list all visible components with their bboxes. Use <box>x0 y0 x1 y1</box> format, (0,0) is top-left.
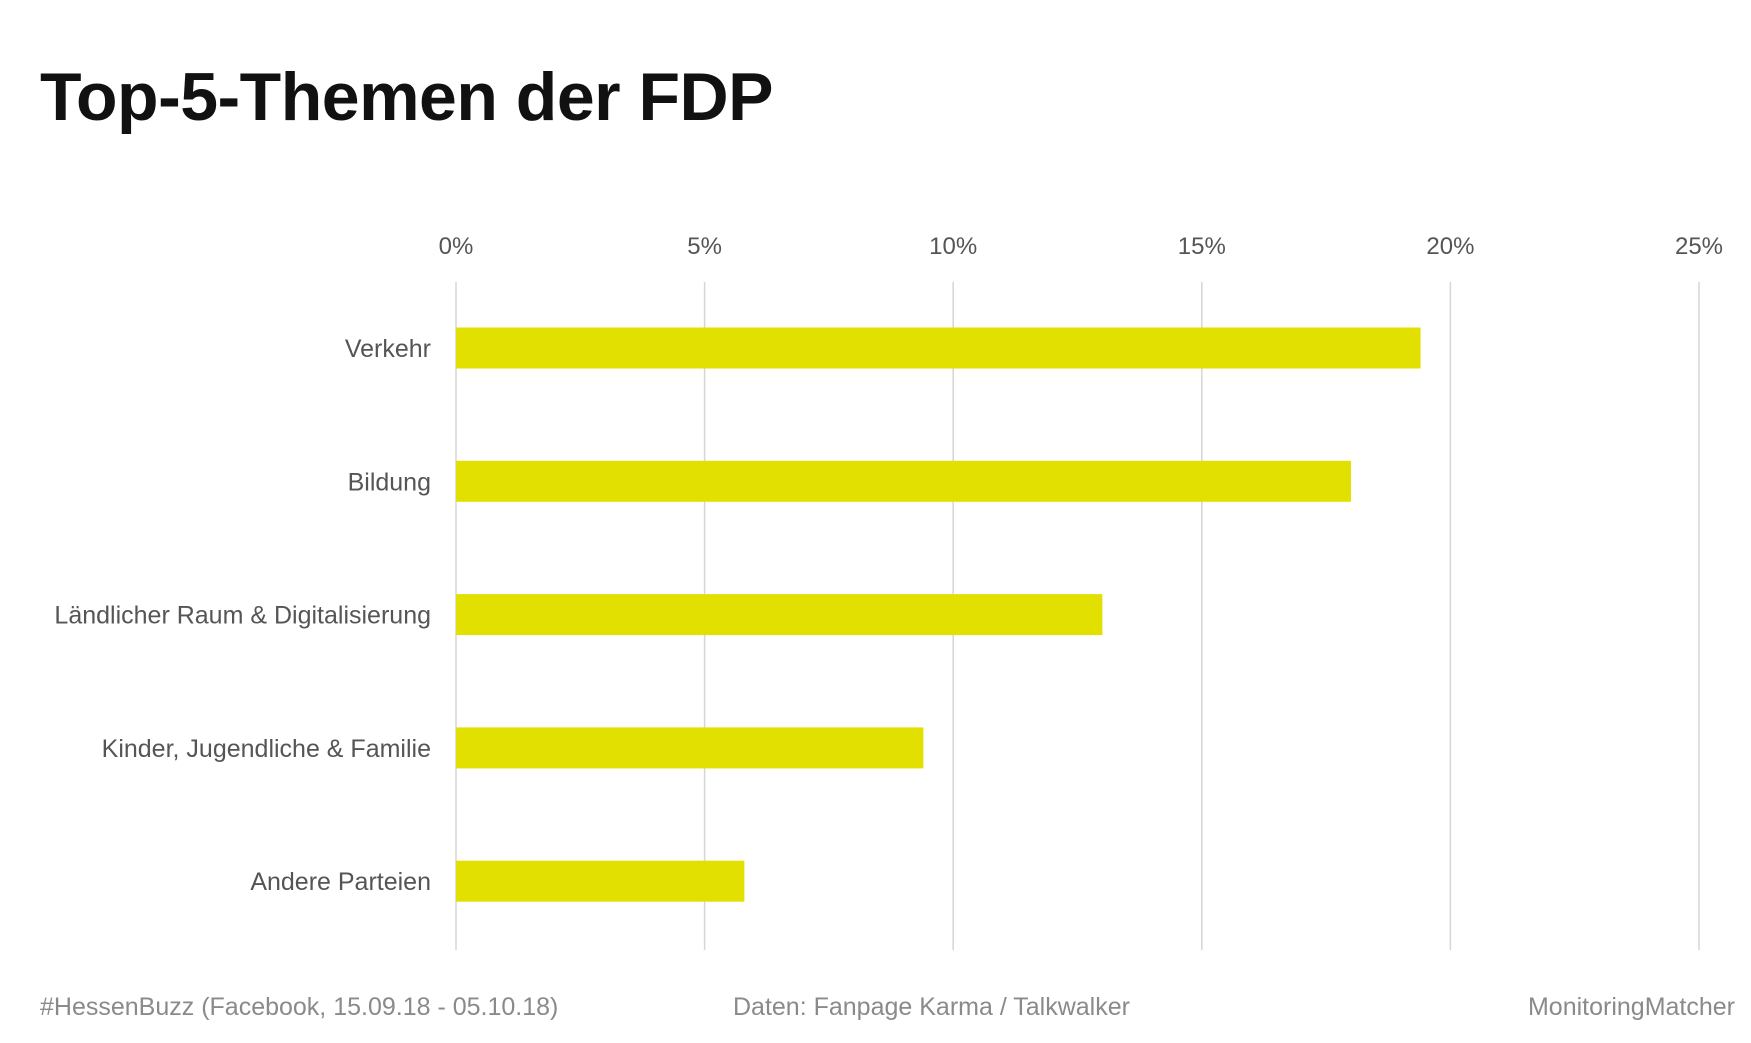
category-label: Andere Parteien <box>250 868 431 896</box>
category-label: Verkehr <box>345 335 431 363</box>
x-tick-label: 20% <box>1426 233 1474 260</box>
bar <box>456 460 1351 502</box>
bar <box>456 860 745 902</box>
bar <box>456 327 1421 369</box>
bars <box>456 327 1421 902</box>
chart-title: Top-5-Themen der FDP <box>40 59 774 135</box>
footer-brand: MonitoringMatcher <box>1527 993 1735 1021</box>
x-tick-label: 0% <box>439 233 474 260</box>
category-labels: Verkehr Bildung Ländlicher Raum & Digitali… <box>54 335 431 896</box>
category-label: Kinder, Jugendliche & Familie <box>102 735 431 763</box>
footer-hashtag-source: #HessenBuzz (Facebook, 15.09.18 - 05.10.… <box>40 993 559 1021</box>
footer-data-credit: Daten: Fanpage Karma / Talkwalker <box>733 993 1130 1021</box>
x-axis-tick-labels: 0% 5% 10% 15% 20% 25% <box>439 233 1723 260</box>
bar <box>456 727 924 769</box>
category-label: Bildung <box>348 468 431 496</box>
x-tick-label: 5% <box>687 233 722 260</box>
bar <box>456 594 1103 636</box>
category-label: Ländlicher Raum & Digitalisierung <box>54 602 431 630</box>
x-tick-label: 10% <box>929 233 977 260</box>
x-tick-label: 25% <box>1675 233 1723 260</box>
x-tick-label: 15% <box>1178 233 1226 260</box>
